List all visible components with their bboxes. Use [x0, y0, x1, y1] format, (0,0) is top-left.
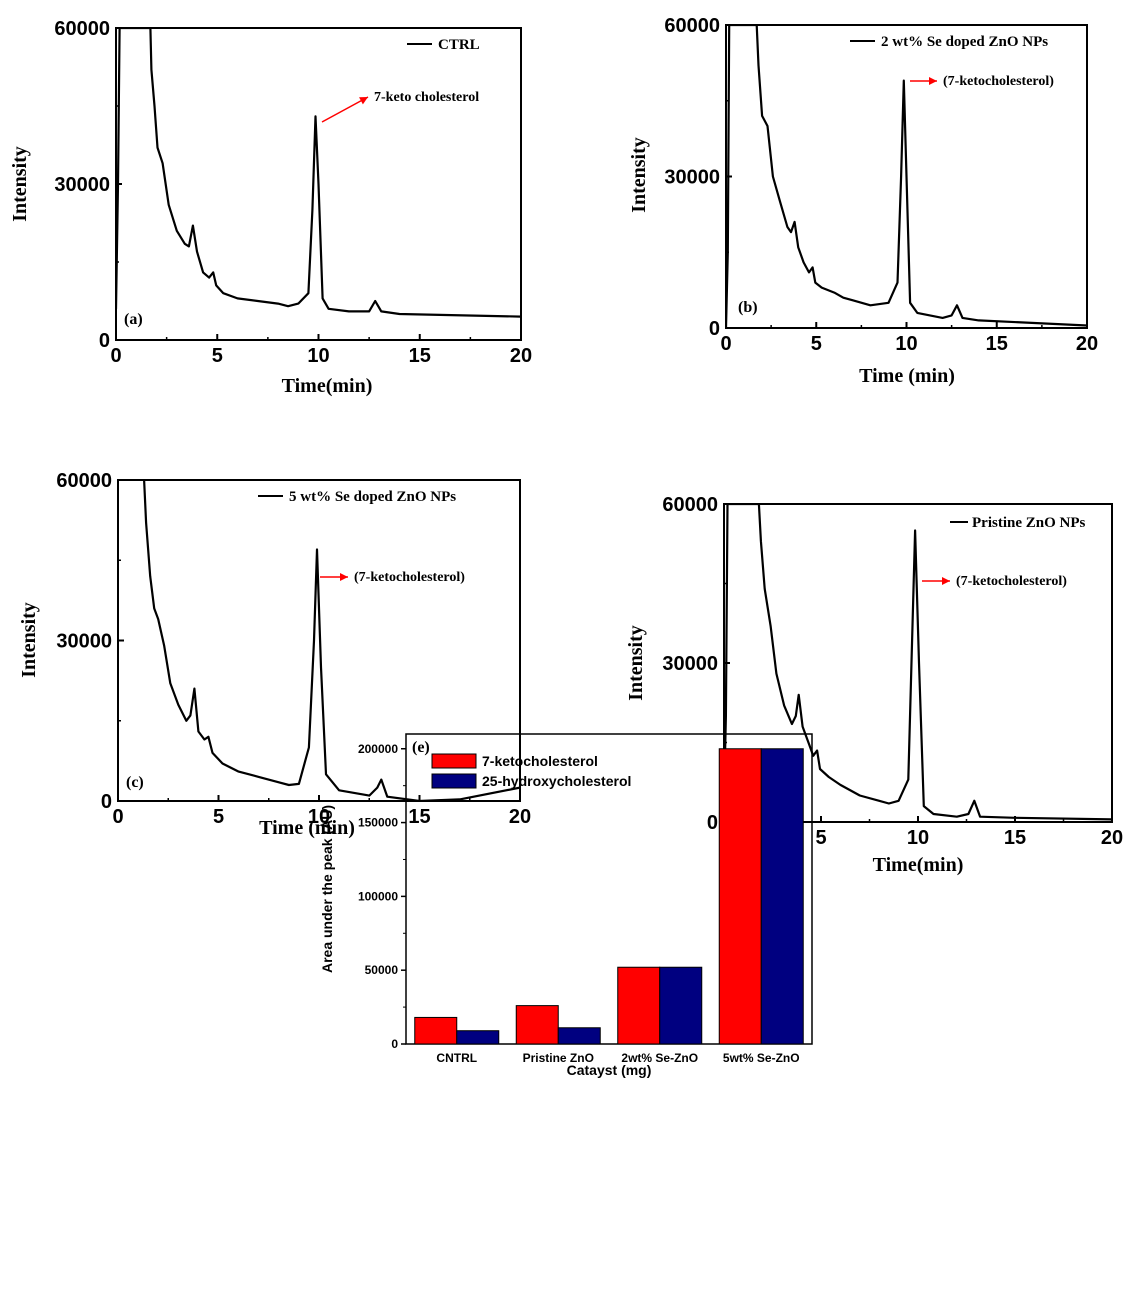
x-tick-label: 20 [1076, 333, 1098, 355]
x-category-label: Pristine ZnO [523, 1051, 594, 1065]
chromatogram-line [724, 504, 1112, 821]
y-tick-label: 30000 [662, 653, 718, 675]
annotation-arrowhead [942, 577, 950, 585]
x-tick-label: 15 [408, 806, 430, 828]
x-axis-label: Time (min) [859, 365, 955, 387]
y-tick-label: 0 [707, 812, 718, 834]
panel-label: (a) [124, 311, 143, 328]
x-tick-label: 10 [895, 333, 917, 355]
legend-swatch [431, 753, 477, 769]
x-tick-label: 20 [1101, 827, 1123, 849]
y-tick-label: 100000 [358, 889, 398, 903]
y-tick-label: 60000 [662, 494, 718, 516]
bar-0 [414, 1016, 458, 1045]
panel-label: (b) [738, 299, 758, 316]
x-axis-label: Time (min) [259, 817, 355, 839]
y-tick-label: 60000 [54, 18, 110, 40]
y-tick-label: 30000 [56, 631, 112, 653]
legend-label: 7-ketocholesterol [482, 753, 598, 769]
x-tick-label: 10 [308, 806, 330, 828]
x-tick-label: 15 [986, 333, 1008, 355]
x-tick-label: 0 [112, 806, 123, 828]
x-tick-label: 10 [907, 827, 929, 849]
annotation-arrowhead [359, 97, 368, 105]
x-tick-label: 5 [212, 345, 223, 367]
y-axis-label: Intensity [9, 146, 31, 222]
x-axis-label: Time(min) [873, 854, 964, 876]
chromatogram-panel-3: 0510152003000060000Time(min)IntensityPri… [625, 494, 1123, 876]
x-tick-label: 15 [409, 345, 431, 367]
x-tick-label: 5 [213, 806, 224, 828]
chromatogram-line [726, 25, 1087, 328]
annotation-arrow [321, 96, 369, 123]
y-tick-label: 0 [101, 791, 112, 813]
chromatogram-line [143, 480, 520, 801]
x-tick-label: 5 [811, 333, 822, 355]
y-tick-label: 60000 [56, 470, 112, 492]
legend-label: 25-hydroxycholesterol [482, 773, 631, 789]
x-tick-label: 10 [307, 345, 329, 367]
bar-chart-panel: CNTRL Pristine ZnO 2wt% Se-ZnO 5wt% Se-ZnO 0… [319, 733, 813, 1078]
y-axis-label: Area under the peak (AU) [319, 805, 335, 973]
y-axis-label: Intensity [625, 625, 647, 701]
annotation-label: (7-ketocholesterol) [956, 574, 1067, 589]
x-axis-label: Catayst (mg) [567, 1062, 652, 1078]
bar-1 [557, 1027, 601, 1045]
y-tick-label: 30000 [664, 167, 720, 189]
y-tick-label: 150000 [358, 816, 398, 830]
panel-label: (e) [412, 739, 430, 756]
y-tick-label: 0 [391, 1037, 398, 1051]
legend-swatch [431, 773, 477, 789]
bar-0 [617, 966, 661, 1045]
legend-label: 5 wt% Se doped ZnO NPs [289, 489, 456, 505]
annotation-label: (7-ketocholesterol) [943, 74, 1054, 89]
chromatogram-panel-1: 0 5 10 15 20 0 30000 60000 Time (min) Intensity 2 … [628, 15, 1098, 387]
panel-label: (c) [126, 774, 144, 791]
x-category-label: 5wt% Se-ZnO [723, 1051, 800, 1065]
y-tick-label: 50000 [365, 963, 399, 977]
x-tick-label: 0 [720, 333, 731, 355]
annotation-label: 7-keto cholesterol [374, 90, 479, 105]
x-tick-label: 20 [509, 806, 531, 828]
legend-label: 2 wt% Se doped ZnO NPs [881, 34, 1048, 50]
chromatogram-line [116, 28, 521, 318]
y-tick-label: 0 [709, 318, 720, 340]
annotation-arrowhead [929, 77, 937, 85]
x-tick-label: 5 [815, 827, 826, 849]
y-tick-label: 30000 [54, 174, 110, 196]
y-tick-label: 60000 [664, 15, 720, 37]
y-axis-label: Intensity [628, 137, 650, 213]
y-axis-label: Intensity [18, 602, 40, 678]
bar-0 [718, 748, 762, 1045]
annotation-arrowhead [340, 573, 348, 581]
bar-0 [515, 1005, 559, 1045]
bar-1 [659, 966, 703, 1045]
y-tick-label: 200000 [358, 742, 398, 756]
x-tick-label: 20 [510, 345, 532, 367]
chromatogram-panel-0: 0 5 10 15 20 0 30000 60000 Time(min) Intensity CTR… [9, 18, 532, 397]
legend-label: Pristine ZnO NPs [972, 515, 1085, 531]
x-tick-label: 0 [110, 345, 121, 367]
y-tick-label: 0 [99, 330, 110, 352]
plot-frame [405, 733, 813, 1045]
annotation-label: (7-ketocholesterol) [354, 570, 465, 585]
x-tick-label: 15 [1004, 827, 1026, 849]
x-category-label: 2wt% Se-ZnO [621, 1051, 698, 1065]
bar-1 [456, 1030, 500, 1045]
bar-1 [760, 748, 804, 1045]
chromatogram-panel-2: 0 5 10 15 20 0 30000 60000 Time (min) Intensity 5 … [18, 470, 531, 839]
x-category-label: CNTRL [436, 1051, 477, 1065]
x-axis-label: Time(min) [282, 375, 373, 397]
legend-label: CTRL [438, 37, 480, 53]
